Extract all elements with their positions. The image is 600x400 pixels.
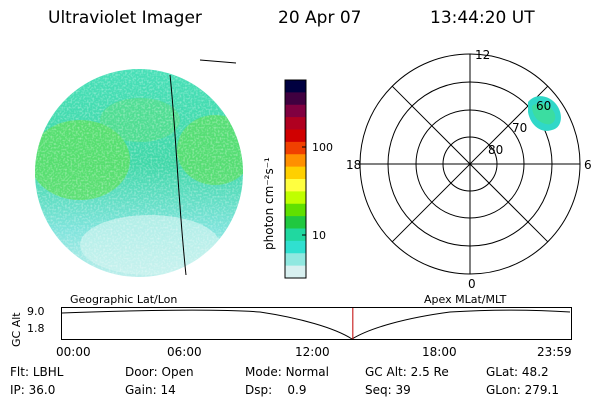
info-glat: GLat: 48.2 <box>486 365 549 379</box>
mlt-label-6: 6 <box>584 158 592 172</box>
date-label: 20 Apr 07 <box>278 8 362 28</box>
colorbar-segment <box>285 203 306 217</box>
altitude-timeline <box>61 307 572 340</box>
lat-label-80: 80 <box>488 143 503 157</box>
xtick-0000: 00:00 <box>56 345 91 359</box>
mlt-label-0: 0 <box>468 277 476 291</box>
timeline-xaxis: 00:00 06:00 12:00 18:00 23:59 <box>56 345 572 361</box>
colorbar-unit-label: photon cm⁻²s⁻¹ <box>262 157 276 250</box>
geographic-image <box>35 59 243 277</box>
colorbar-segment <box>285 240 306 254</box>
colorbar-segment <box>285 154 306 168</box>
orbit-tick <box>199 59 237 64</box>
polar-plot: 12 18 6 0 80 70 60 <box>346 48 592 291</box>
colorbar-segment <box>285 191 306 205</box>
colorbar-segment <box>285 117 306 131</box>
xtick-1200: 12:00 <box>295 345 330 359</box>
info-gain: Gain: 14 <box>125 383 176 397</box>
colorbar-segment <box>285 92 306 106</box>
xtick-0600: 06:00 <box>167 345 202 359</box>
info-gc-alt: GC Alt: 2.5 Re <box>365 365 449 379</box>
colorbar-segment <box>285 141 306 155</box>
colorbar-segment <box>285 104 306 118</box>
geographic-latlon-label: Geographic Lat/Lon <box>70 293 178 306</box>
colorbar: 100 10 <box>284 79 333 279</box>
ytick-1-8: 1.8 <box>27 322 45 335</box>
colorbar-tick-10: 10 <box>312 229 326 242</box>
colorbar-segment <box>285 129 306 143</box>
mlt-label-18: 18 <box>346 158 361 172</box>
info-door: Door: Open <box>125 365 194 379</box>
time-label: 13:44:20 UT <box>430 8 535 28</box>
info-dsp: Dsp: 0.9 <box>245 383 307 397</box>
info-filter: Flt: LBHL <box>10 365 64 379</box>
terminator-line <box>169 74 187 276</box>
altitude-curve <box>61 309 571 340</box>
lat-label-70: 70 <box>512 121 527 135</box>
xtick-2359: 23:59 <box>537 345 572 359</box>
colorbar-segment <box>285 228 306 242</box>
apex-mlat-mlt-label: Apex MLat/MLT <box>424 293 507 306</box>
lat-label-60: 60 <box>536 99 551 113</box>
info-ip: IP: 36.0 <box>10 383 56 397</box>
info-seq: Seq: 39 <box>365 383 411 397</box>
colorbar-tick-100: 100 <box>312 141 333 154</box>
gc-alt-axis-label: GC Alt <box>10 312 23 347</box>
info-glon: GLon: 279.1 <box>486 383 559 397</box>
colorbar-segment <box>285 265 306 279</box>
app-title: Ultraviolet Imager <box>48 8 202 28</box>
colorbar-segment <box>285 179 306 192</box>
mlt-label-12: 12 <box>475 48 490 62</box>
ytick-9: 9.0 <box>27 305 45 318</box>
xtick-1800: 18:00 <box>422 345 457 359</box>
colorbar-segment <box>285 80 306 93</box>
info-mode: Mode: Normal <box>245 365 329 379</box>
colorbar-segment <box>285 253 306 267</box>
colorbar-segment <box>285 216 306 230</box>
colorbar-segment <box>285 166 306 180</box>
